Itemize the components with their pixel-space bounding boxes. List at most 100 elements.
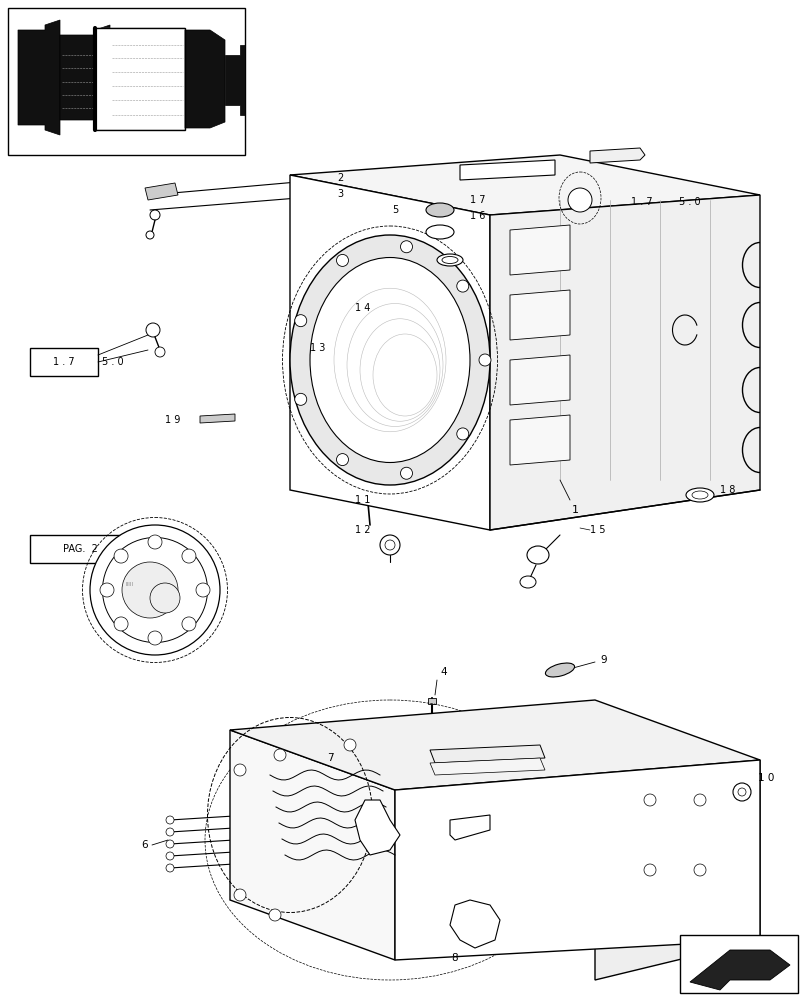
Circle shape (150, 583, 180, 613)
Circle shape (165, 828, 174, 836)
Circle shape (380, 535, 400, 555)
Polygon shape (60, 25, 109, 130)
Polygon shape (290, 155, 759, 215)
Text: 1 3: 1 3 (310, 343, 325, 353)
Bar (427, 698, 436, 704)
Text: 5: 5 (392, 205, 397, 215)
Circle shape (643, 794, 655, 806)
Ellipse shape (685, 488, 713, 502)
Polygon shape (185, 30, 225, 128)
Circle shape (737, 788, 745, 796)
Ellipse shape (310, 257, 470, 462)
Text: 1 9: 1 9 (165, 415, 180, 425)
Polygon shape (18, 20, 60, 135)
Text: 1 7: 1 7 (470, 195, 485, 205)
Circle shape (341, 327, 358, 343)
Circle shape (693, 794, 705, 806)
Circle shape (148, 535, 162, 549)
Polygon shape (430, 745, 544, 763)
Circle shape (457, 428, 468, 440)
Circle shape (146, 231, 154, 239)
Circle shape (344, 739, 355, 751)
Circle shape (114, 617, 128, 631)
Text: 5 . 0: 5 . 0 (102, 357, 123, 367)
Polygon shape (200, 414, 234, 423)
Circle shape (100, 583, 114, 597)
Text: PAG.  2: PAG. 2 (62, 544, 97, 554)
Ellipse shape (441, 256, 457, 263)
Polygon shape (230, 730, 394, 960)
Text: IIIII: IIIII (126, 582, 134, 587)
Polygon shape (95, 28, 185, 130)
Text: 2: 2 (337, 173, 343, 183)
Polygon shape (509, 225, 569, 275)
Text: 8: 8 (451, 953, 457, 963)
Polygon shape (460, 160, 554, 180)
Polygon shape (509, 290, 569, 340)
Text: 1 2: 1 2 (354, 525, 370, 535)
Ellipse shape (526, 546, 548, 564)
Circle shape (114, 549, 128, 563)
Ellipse shape (102, 538, 208, 643)
Text: 1 8: 1 8 (719, 485, 735, 495)
Circle shape (294, 315, 307, 327)
Polygon shape (449, 900, 500, 948)
Text: 1 6: 1 6 (470, 211, 485, 221)
Circle shape (732, 783, 750, 801)
Circle shape (150, 210, 160, 220)
Ellipse shape (436, 254, 462, 266)
Polygon shape (489, 195, 759, 530)
Circle shape (195, 583, 210, 597)
Circle shape (400, 241, 412, 253)
Circle shape (234, 764, 246, 776)
Circle shape (268, 909, 281, 921)
Bar (8, 8, 245, 155)
Circle shape (146, 323, 160, 337)
Ellipse shape (426, 225, 453, 239)
Ellipse shape (426, 203, 453, 217)
Polygon shape (590, 148, 644, 163)
Polygon shape (430, 758, 544, 775)
Bar (30, 348, 98, 376)
Polygon shape (145, 183, 178, 200)
Text: 1 . 7: 1 . 7 (54, 357, 75, 367)
Ellipse shape (519, 576, 535, 588)
Ellipse shape (290, 235, 489, 485)
Circle shape (155, 347, 165, 357)
Text: 6: 6 (141, 840, 148, 850)
Ellipse shape (90, 525, 220, 655)
Circle shape (182, 549, 195, 563)
Text: 1 0: 1 0 (757, 773, 774, 783)
Circle shape (182, 617, 195, 631)
Polygon shape (230, 700, 759, 790)
Bar (607, 188, 676, 216)
Bar (95, 28, 185, 130)
Text: 7: 7 (326, 753, 333, 763)
Polygon shape (449, 815, 489, 840)
Circle shape (387, 302, 402, 318)
Circle shape (165, 852, 174, 860)
Circle shape (643, 864, 655, 876)
Circle shape (165, 864, 174, 872)
Polygon shape (509, 415, 569, 465)
Text: 5 . 0: 5 . 0 (678, 197, 700, 207)
Circle shape (336, 254, 348, 266)
Bar (30, 535, 130, 563)
Polygon shape (594, 760, 759, 980)
Circle shape (384, 540, 394, 550)
Circle shape (568, 188, 591, 212)
Ellipse shape (545, 663, 574, 677)
Polygon shape (225, 45, 245, 115)
Text: 1: 1 (571, 505, 577, 515)
Text: 1 1: 1 1 (354, 495, 370, 505)
Circle shape (294, 393, 307, 405)
Ellipse shape (691, 491, 707, 499)
Polygon shape (689, 950, 789, 990)
Polygon shape (290, 175, 489, 530)
Circle shape (165, 816, 174, 824)
Circle shape (478, 354, 491, 366)
Text: 1 4: 1 4 (354, 303, 370, 313)
Polygon shape (394, 760, 759, 960)
Polygon shape (354, 800, 400, 855)
Circle shape (457, 280, 468, 292)
